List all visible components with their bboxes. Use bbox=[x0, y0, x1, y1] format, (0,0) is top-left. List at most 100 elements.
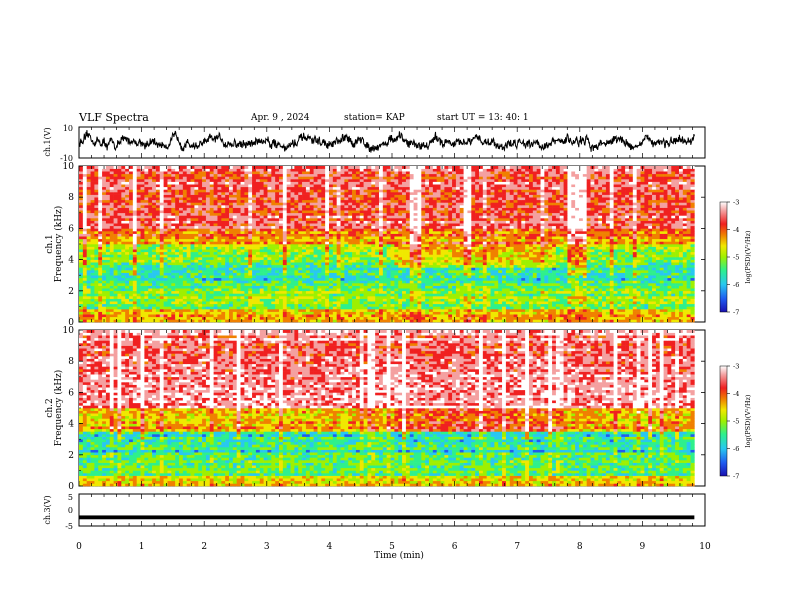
spectrogram-cell bbox=[160, 299, 164, 302]
spectrogram-cell bbox=[94, 252, 98, 255]
spectrogram-cell bbox=[633, 247, 637, 250]
spectrogram-cell bbox=[394, 275, 398, 278]
spectrogram-cell bbox=[660, 299, 664, 302]
spectrogram-cell bbox=[410, 270, 414, 273]
spectrogram-cell bbox=[398, 283, 402, 286]
spectrogram-cell bbox=[471, 262, 475, 265]
spectrogram-cell bbox=[337, 252, 341, 255]
spectrogram-cell bbox=[248, 249, 252, 252]
spectrogram-cell bbox=[325, 257, 329, 260]
spectrogram-cell bbox=[152, 286, 156, 289]
spectrogram-cell bbox=[191, 283, 195, 286]
spectrogram-cell bbox=[291, 283, 295, 286]
spectrogram-cell bbox=[602, 291, 606, 294]
spectrogram-cell bbox=[610, 306, 614, 309]
spectrogram-cell bbox=[487, 265, 491, 268]
spectrogram-cell bbox=[414, 314, 418, 317]
spectrogram-cell bbox=[664, 270, 668, 273]
spectrogram-cell bbox=[398, 317, 402, 320]
spectrogram-cell bbox=[344, 252, 348, 255]
spectrogram-cell bbox=[398, 249, 402, 252]
spectrogram-cell bbox=[317, 265, 321, 268]
spectrogram-cell bbox=[471, 249, 475, 252]
spectrogram-cell bbox=[491, 291, 495, 294]
spectrogram-cell bbox=[187, 252, 191, 255]
spectrogram-cell bbox=[141, 280, 145, 283]
spectrogram-cell bbox=[644, 275, 648, 278]
spectrogram-cell bbox=[475, 267, 479, 270]
spectrogram-cell bbox=[152, 275, 156, 278]
spectrogram-cell bbox=[110, 306, 114, 309]
spectrogram-cell bbox=[217, 312, 221, 315]
spectrogram-cell bbox=[252, 257, 256, 260]
spectrogram-cell bbox=[175, 304, 179, 307]
spectrogram-cell bbox=[275, 275, 279, 278]
spectrogram-cell bbox=[141, 304, 145, 307]
spectrogram-cell bbox=[187, 286, 191, 289]
spectrogram-cell bbox=[456, 306, 460, 309]
spectrogram-cell bbox=[671, 304, 675, 307]
spectrogram-cell bbox=[279, 249, 283, 252]
spectrogram-cell bbox=[279, 314, 283, 317]
spectrogram-cell bbox=[456, 252, 460, 255]
spectrogram-cell bbox=[302, 312, 306, 315]
spectrogram-cell bbox=[94, 306, 98, 309]
spectrogram-cell bbox=[348, 304, 352, 307]
spectrogram-cell bbox=[352, 270, 356, 273]
spectrogram-cell bbox=[406, 280, 410, 283]
spectrogram-cell bbox=[210, 267, 214, 270]
spectrogram-cell bbox=[683, 262, 687, 265]
spectrogram-cell bbox=[244, 257, 248, 260]
spectrogram-cell bbox=[229, 249, 233, 252]
spectrogram-cell bbox=[479, 267, 483, 270]
spectrogram-cell bbox=[379, 265, 383, 268]
spectrogram-cell bbox=[187, 319, 191, 322]
spectrogram-cell bbox=[448, 299, 452, 302]
spectrogram-cell bbox=[160, 260, 164, 263]
spectrogram-cell bbox=[448, 267, 452, 270]
spectrogram-cell bbox=[271, 273, 275, 276]
spectrogram-cell bbox=[252, 286, 256, 289]
spectrogram-cell bbox=[575, 249, 579, 252]
spectrogram-cell bbox=[475, 293, 479, 296]
spectrogram-cell bbox=[317, 260, 321, 263]
spectrogram-cell bbox=[502, 254, 506, 257]
spectrogram-cell bbox=[425, 257, 429, 260]
spectrogram-cell bbox=[664, 260, 668, 263]
spectrogram-cell bbox=[310, 293, 314, 296]
spectrogram-cell bbox=[106, 262, 110, 265]
spectrogram-cell bbox=[610, 273, 614, 276]
spectrogram-cell bbox=[175, 314, 179, 317]
spectrogram-cell bbox=[414, 304, 418, 307]
spectrogram-cell bbox=[494, 249, 498, 252]
spectrogram-cell bbox=[602, 275, 606, 278]
spectrogram-cell bbox=[310, 252, 314, 255]
spectrogram-cell bbox=[671, 278, 675, 281]
spectrogram-cell bbox=[360, 278, 364, 281]
spectrogram-cell bbox=[233, 273, 237, 276]
spectrogram-cell bbox=[106, 273, 110, 276]
spectrogram-cell bbox=[167, 265, 171, 268]
spectrogram-cell bbox=[264, 252, 268, 255]
spectrogram-cell bbox=[241, 244, 245, 247]
spectrogram-cell bbox=[333, 252, 337, 255]
spectrogram-cell bbox=[148, 260, 152, 263]
spectrogram-cell bbox=[502, 306, 506, 309]
spectrogram-cell bbox=[210, 275, 214, 278]
spectrogram-cell bbox=[460, 293, 464, 296]
spectrogram-cell bbox=[364, 299, 368, 302]
spectrogram-cell bbox=[564, 288, 568, 291]
spectrogram-cell bbox=[302, 291, 306, 294]
spectrogram-cell bbox=[271, 280, 275, 283]
spectrogram-cell bbox=[429, 291, 433, 294]
spectrogram-cell bbox=[560, 244, 564, 247]
spectrogram-cell bbox=[160, 262, 164, 265]
spectrogram-cell bbox=[148, 247, 152, 250]
spectrogram-cell bbox=[456, 286, 460, 289]
spectrogram-cell bbox=[544, 273, 548, 276]
spectrogram-cell bbox=[241, 291, 245, 294]
spectrogram-cell bbox=[87, 309, 91, 312]
spectrogram-cell bbox=[606, 286, 610, 289]
spectrogram-cell bbox=[537, 244, 541, 247]
spectrogram-cell bbox=[264, 314, 268, 317]
